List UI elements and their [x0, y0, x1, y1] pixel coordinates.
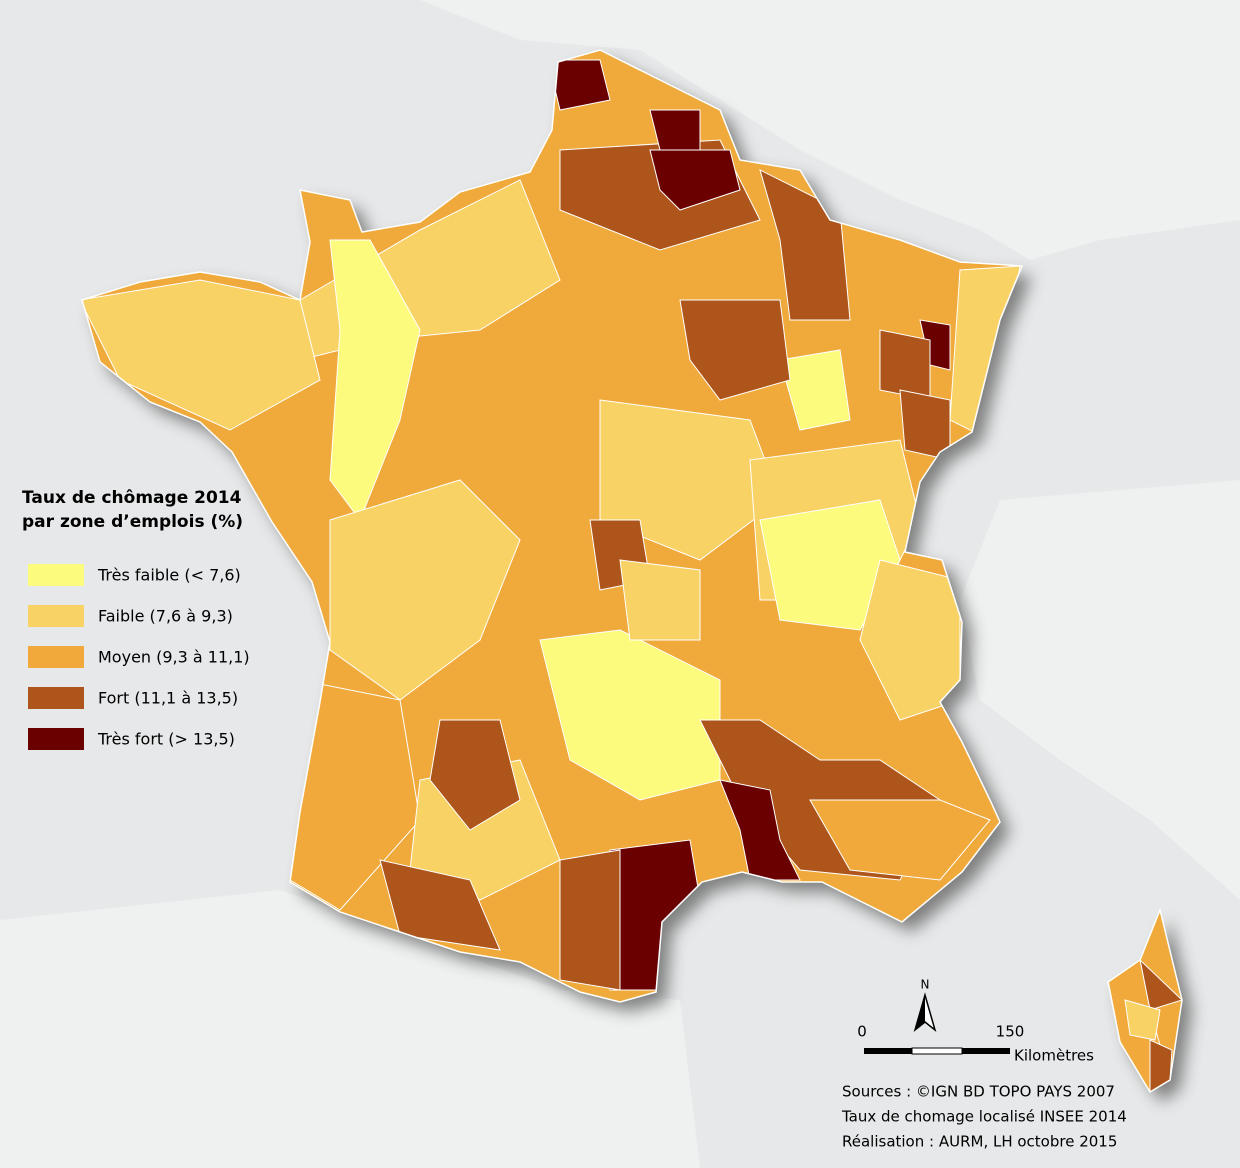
scale-end: 150: [996, 1023, 1025, 1041]
scale-bar: 0 150 Kilomètres: [857, 1023, 1094, 1065]
employment-zone: [779, 349, 851, 431]
legend-swatch: [28, 728, 84, 750]
source-line: Sources : ©IGN BD TOPO PAYS 2007: [842, 1083, 1115, 1101]
legend-label: Très fort (> 13,5): [97, 730, 235, 749]
employment-zone: [619, 559, 701, 641]
legend-title: Taux de chômage 2014: [22, 488, 242, 508]
legend-label: Moyen (9,3 à 11,1): [98, 648, 250, 667]
sources: Sources : ©IGN BD TOPO PAYS 2007 Taux de…: [841, 1083, 1127, 1151]
employment-zone: [649, 149, 741, 211]
employment-zone: [809, 799, 991, 881]
legend-label: Fort (11,1 à 13,5): [98, 689, 238, 708]
employment-zones: [82, 59, 1182, 1092]
legend-title: par zone d’emplois (%): [22, 512, 243, 532]
employment-zone: [329, 239, 421, 522]
neighbor-land: [0, 0, 1240, 260]
legend-label: Faible (7,6 à 9,3): [98, 607, 233, 626]
employment-zone: [879, 329, 931, 401]
neighbor-land: [0, 890, 700, 1168]
employment-zone: [649, 109, 701, 151]
employment-zone: [429, 719, 521, 831]
north-label: N: [921, 978, 930, 992]
employment-zone: [679, 299, 791, 401]
legend: Taux de chômage 2014 par zone d’emplois …: [22, 488, 250, 750]
employment-zone: [559, 849, 621, 991]
scale-unit: Kilomètres: [1014, 1047, 1094, 1065]
employment-zone: [329, 479, 521, 701]
legend-swatch: [28, 687, 84, 709]
legend-swatch: [28, 564, 84, 586]
neighbor-land: [960, 480, 1240, 900]
employment-zone: [599, 399, 781, 561]
north-arrow: N: [913, 978, 937, 1033]
employment-zone: [899, 389, 951, 461]
employment-zone: [547, 59, 611, 111]
employment-zone: [1124, 999, 1161, 1041]
employment-zone: [379, 859, 501, 951]
source-line: Taux de chomage localisé INSEE 2014: [841, 1108, 1127, 1126]
source-line: Réalisation : AURM, LH octobre 2015: [842, 1133, 1117, 1151]
employment-zone: [719, 779, 801, 881]
legend-label: Très faible (< 7,6): [97, 566, 241, 585]
scale-start: 0: [857, 1023, 867, 1041]
legend-swatch: [28, 646, 84, 668]
legend-swatch: [28, 605, 84, 627]
